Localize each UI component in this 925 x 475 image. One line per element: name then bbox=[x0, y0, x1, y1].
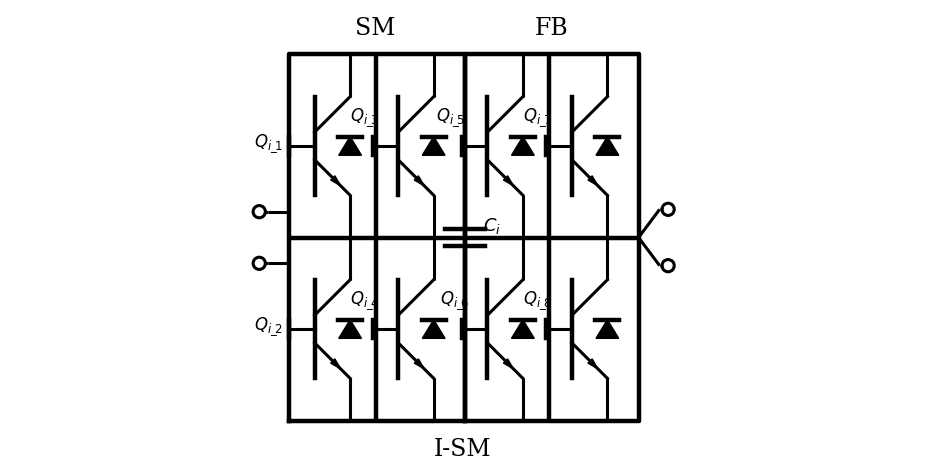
Polygon shape bbox=[423, 320, 445, 338]
Text: $Q_{i\_\!5}$: $Q_{i\_\!5}$ bbox=[436, 106, 464, 129]
Polygon shape bbox=[596, 320, 619, 338]
Text: $Q_{i\_\!6}$: $Q_{i\_\!6}$ bbox=[440, 290, 469, 312]
Text: FB: FB bbox=[535, 17, 569, 40]
Polygon shape bbox=[588, 176, 598, 186]
Text: $Q_{i\_\!3}$: $Q_{i\_\!3}$ bbox=[350, 106, 378, 129]
Polygon shape bbox=[503, 176, 513, 186]
Polygon shape bbox=[588, 359, 598, 369]
Polygon shape bbox=[596, 137, 619, 155]
Text: $Q_{i\_\!2}$: $Q_{i\_\!2}$ bbox=[253, 315, 282, 338]
Polygon shape bbox=[512, 320, 535, 338]
Polygon shape bbox=[339, 320, 362, 338]
Text: I-SM: I-SM bbox=[434, 438, 491, 461]
Polygon shape bbox=[414, 176, 424, 186]
Polygon shape bbox=[330, 359, 340, 369]
Polygon shape bbox=[423, 137, 445, 155]
Text: $Q_{i\_\!1}$: $Q_{i\_\!1}$ bbox=[253, 133, 282, 155]
Polygon shape bbox=[339, 137, 362, 155]
Polygon shape bbox=[330, 176, 340, 186]
Text: $C_i$: $C_i$ bbox=[483, 216, 500, 236]
Polygon shape bbox=[414, 359, 424, 369]
Text: SM: SM bbox=[355, 17, 396, 40]
Text: $Q_{i\_\!8}$: $Q_{i\_\!8}$ bbox=[524, 290, 552, 312]
Polygon shape bbox=[503, 359, 513, 369]
Text: $Q_{i\_\!4}$: $Q_{i\_\!4}$ bbox=[350, 290, 378, 312]
Polygon shape bbox=[512, 137, 535, 155]
Text: $Q_{i\_\!7}$: $Q_{i\_\!7}$ bbox=[524, 106, 552, 129]
